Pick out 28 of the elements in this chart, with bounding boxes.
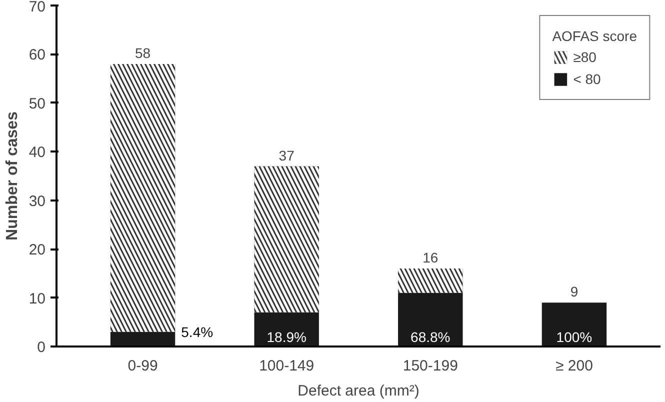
y-tick-label: 10 [28,290,46,308]
total-label: 37 [278,147,295,164]
x-tick-label: 100-149 [259,358,314,374]
annotation: 5.4% [181,324,214,340]
x-axis-title: Defect area (mm²) [298,382,420,400]
x-tick-label: 150-199 [402,358,458,374]
y-tick-label: 40 [28,144,46,162]
total-label: 9 [570,284,578,300]
legend-label: < 80 [573,71,601,87]
y-tick-label: 50 [28,95,46,112]
annotation: 18.9% [266,328,306,345]
bar [398,292,463,346]
y-tick-label: 20 [28,242,46,259]
x-tick-label: 0-99 [128,358,158,374]
total-label: 58 [135,44,151,61]
bar [110,332,176,346]
annotation: 100% [556,328,592,345]
x-tick-label: ≥ 200 [556,358,593,374]
legend-label: ≥80 [573,49,596,65]
y-tick-label: 30 [28,192,46,210]
y-tick-label: 70 [28,0,46,16]
y-tick-label: 60 [28,46,46,64]
annotation: 68.8% [410,328,450,345]
total-label: 16 [422,250,438,266]
y-tick-label: 0 [37,339,46,356]
bar [542,302,607,346]
y-axis-title: Number of cases [4,111,21,240]
legend-title: AOFAS score [552,28,637,44]
